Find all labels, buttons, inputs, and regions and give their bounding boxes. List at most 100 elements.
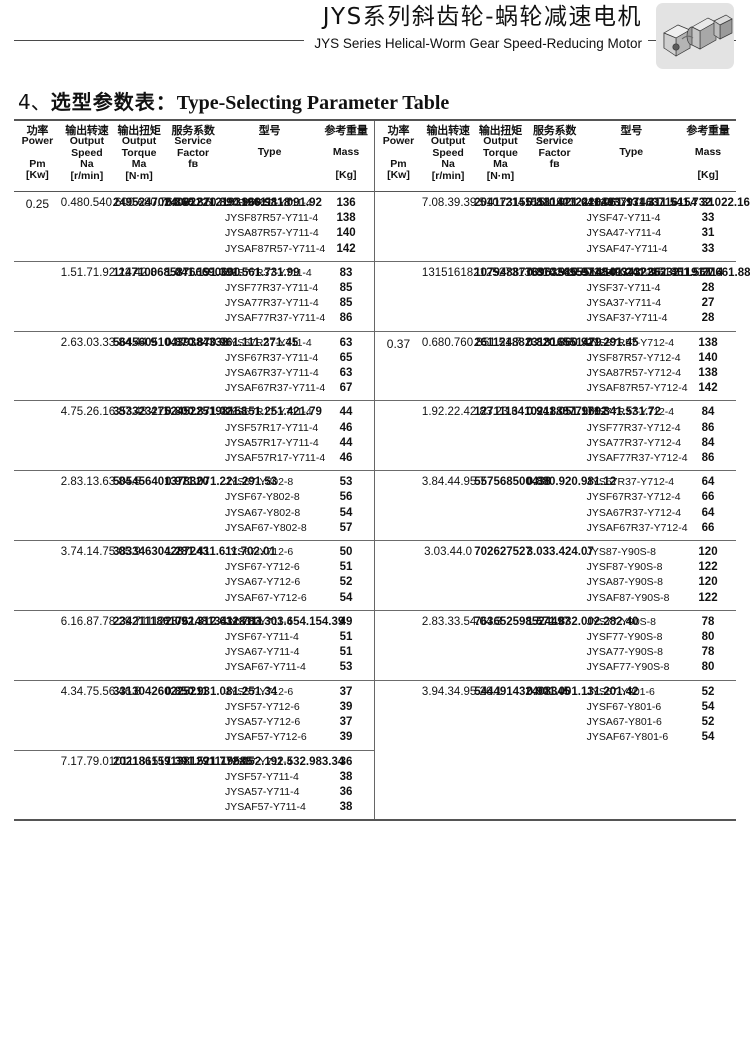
mass-value: 140 (336, 227, 356, 240)
parameter-group: 0.37 0.680.760.851.51.7 261124882318165514… (375, 332, 736, 402)
output-torque-value: 557 (474, 476, 494, 489)
type-column: JYS87-Y90S-8 JYSF87-Y90S-8 JYSA87-Y90S-8 JY… (583, 541, 680, 610)
parameter-group: 0.25 0.480.540.600.680.760.851.5 249524702… (14, 192, 374, 262)
service-factor-value: 1.13 (616, 197, 639, 209)
output-torque-value: 779 (568, 406, 589, 419)
power-value (14, 471, 61, 540)
output-speed-value: 3.3 (92, 336, 109, 349)
output-speed-value: 0.68 (421, 336, 445, 349)
output-torque-value: 2406 (164, 197, 190, 209)
output-torque-value: 104 (588, 197, 608, 209)
output-torque-value: 346 (132, 546, 152, 559)
service-factor-value: 1.79 (299, 406, 322, 419)
output-speed-value: 37 (537, 266, 550, 279)
output-torque-value: 888 (549, 406, 569, 419)
output-torque-value: 245 (170, 406, 190, 419)
service-factor-column: 0.901.001.131.201.42 (526, 681, 639, 750)
mass-value: 84 (701, 436, 715, 449)
mass-value: 65 (339, 351, 353, 364)
output-torque-value: 2611 (474, 336, 500, 349)
type-value: JYSA77R37-Y711-4 (224, 297, 319, 310)
output-speed-value: 3.8 (421, 476, 438, 489)
service-factor-value: 3.42 (549, 546, 572, 559)
service-factor-value: 0.98 (254, 197, 278, 209)
mass-value: 52 (701, 685, 715, 698)
output-torque-value: 186 (132, 755, 152, 768)
output-speed-value: 0.54 (83, 197, 106, 209)
type-value: JYSA77-Y90S-8 (586, 646, 664, 659)
power-value (375, 541, 422, 610)
section-title-english: Type-Selecting Parameter Table (176, 92, 450, 114)
type-value: JYSF77-Y90S-8 (586, 631, 663, 644)
service-factor-value: 1.06 (593, 197, 617, 209)
power-value (14, 751, 61, 820)
output-torque-column: 2495247024062221219319611118 (113, 192, 290, 261)
service-factor-value: 2.63 (209, 615, 233, 628)
type-value: JYSAF87R57-Y712-4 (586, 382, 688, 395)
mass-value: 54 (339, 591, 353, 604)
mass-value: 54 (339, 506, 353, 519)
header-service-factor-cn: 服务系数 (171, 124, 215, 137)
parameter-group: 1315161821252731333742495974849010211513… (375, 262, 750, 332)
mass-value: 85 (339, 297, 353, 310)
output-speed-value: 1.5 (60, 266, 77, 279)
type-value: JYSAF67-Y801-6 (586, 731, 669, 744)
service-factor-column: 0.850.931.081.251.34 (165, 681, 277, 750)
header-mass-en: Mass (332, 146, 360, 159)
service-factor-value: 4.39 (321, 615, 345, 628)
mass-value: 122 (698, 561, 718, 574)
output-speed-value: 3.6 (92, 476, 109, 489)
service-factor-column: 1.391.521.772.052.192.532.983.34 (165, 751, 344, 820)
service-factor-value: 1.52 (187, 755, 210, 768)
output-torque-column: 234211186176148134118111 (113, 611, 263, 680)
mass-column: 36 38 36 38 (318, 751, 374, 820)
type-value: JYSAF57R17-Y711-4 (224, 452, 326, 465)
service-factor-value: 1.15 (232, 406, 255, 419)
output-speed-value: 4.3 (485, 615, 502, 628)
service-factor-value: 1.04 (571, 197, 594, 209)
type-value: JYSF37-Y711-4 (586, 282, 661, 295)
service-factor-value: 3.30 (254, 615, 278, 628)
header-service-factor: 服务系数 Service Factor fв (165, 124, 221, 189)
service-factor-value: 1.17 (571, 406, 594, 419)
output-speed-value: 12 (151, 615, 165, 628)
output-speed-value: 4.5 (124, 476, 141, 489)
parameter-group: 3.03.44.0 702627527 3.033.424.07 JYS87-Y90S… (375, 541, 736, 611)
service-factor-value: 1.12 (593, 476, 617, 489)
service-factor-value: 2.78 (232, 615, 255, 628)
mass-value: 142 (698, 382, 718, 395)
mass-value: 78 (701, 615, 715, 628)
output-torque-column: 702627527 (474, 541, 532, 610)
output-torque-column: 127111341021888779692 (474, 401, 607, 470)
mass-value: 51 (339, 561, 353, 574)
service-factor-value: 1.77 (209, 755, 233, 768)
output-torque-value: 111 (208, 755, 227, 768)
service-factor-value: 2.01 (253, 546, 276, 559)
output-torque-value: 158 (228, 406, 248, 419)
output-torque-value: 141 (550, 197, 569, 209)
mass-column: 53 56 54 57 (318, 471, 374, 540)
header-output-torque-en2: Torque (121, 146, 157, 159)
type-column: JYS67R37-Y712-4 JYSF67R37-Y712-4 JYSA67R37… (583, 471, 688, 540)
output-speed-value: 2.2 (108, 266, 125, 279)
service-factor-value: 2.53 (277, 755, 300, 768)
output-speed-column: 2.63.03.33.84.44.9 (61, 332, 157, 401)
type-value: JYS87R57-Y711-4 (224, 197, 312, 209)
output-torque-value: 88 (506, 266, 520, 279)
type-value: JYS67R37-Y711-4 (224, 336, 312, 349)
mass-value: 37 (339, 716, 353, 729)
header-output-torque-unit: [N·m] (125, 169, 153, 182)
output-speed-value: 8.2 (108, 615, 125, 628)
service-factor-value: 1.20 (593, 685, 617, 698)
output-speed-value: 4.3 (60, 685, 77, 698)
service-factor-value: 0.90 (526, 685, 549, 698)
service-factor-value: 1.11 (232, 336, 254, 349)
type-value: JYS67-Y802-8 (224, 476, 294, 489)
mass-column: 52 54 52 54 (680, 681, 736, 750)
output-speed-value: 2.8 (140, 266, 157, 279)
output-speed-value: 3.3 (437, 615, 454, 628)
output-torque-value: 2470 (138, 197, 165, 209)
output-torque-value: 652 (493, 615, 513, 628)
mass-value: 66 (701, 491, 715, 504)
service-factor-value: 1.22 (209, 476, 233, 489)
